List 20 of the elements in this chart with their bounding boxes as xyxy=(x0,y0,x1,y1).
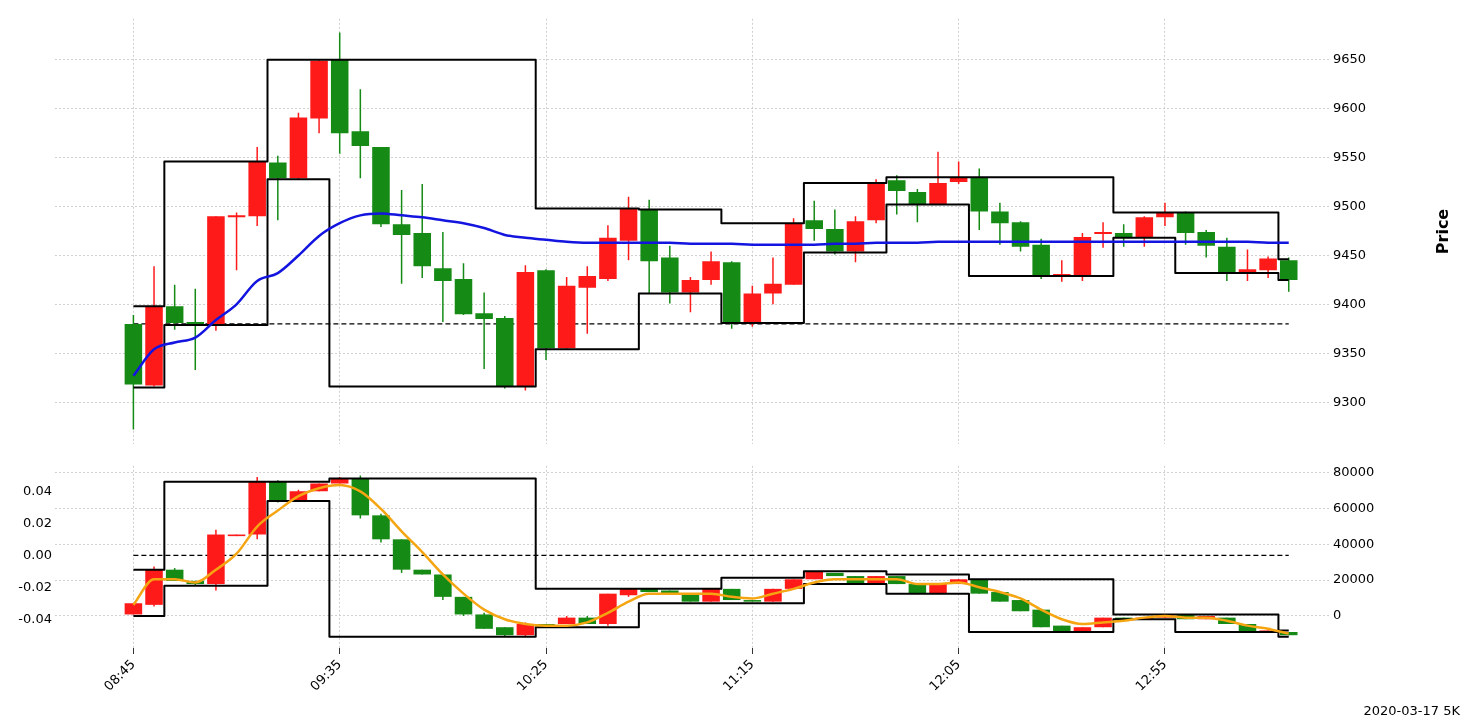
y-tick-label: 9450 xyxy=(1333,246,1367,262)
y-tick-label: 9600 xyxy=(1333,100,1367,116)
y-tick-label: 9500 xyxy=(1333,197,1367,213)
y2-tick-label: 80000 xyxy=(1333,464,1375,480)
y-tick-label: 0.04 xyxy=(23,482,52,498)
y-tick-label: 9650 xyxy=(1333,51,1367,67)
y-tick-label: -0.02 xyxy=(18,578,52,594)
y-tick-label: 9350 xyxy=(1333,344,1367,360)
y2-tick-label: 20000 xyxy=(1333,571,1375,587)
y-tick-label: 9300 xyxy=(1333,393,1367,409)
y-tick-label: 9550 xyxy=(1333,149,1367,165)
y-axis-title: Price xyxy=(1433,208,1453,255)
y2-tick-label: 60000 xyxy=(1333,500,1375,516)
y-tick-label: 0.00 xyxy=(23,546,52,562)
y2-tick-label: 40000 xyxy=(1333,535,1375,551)
y-tick-label: 0.02 xyxy=(23,514,52,530)
text: 2020-03-17 5K xyxy=(1363,702,1461,718)
y-tick-label: 9400 xyxy=(1333,295,1367,311)
y-tick-label: -0.04 xyxy=(18,610,52,626)
y2-tick-label: 0 xyxy=(1333,607,1342,623)
